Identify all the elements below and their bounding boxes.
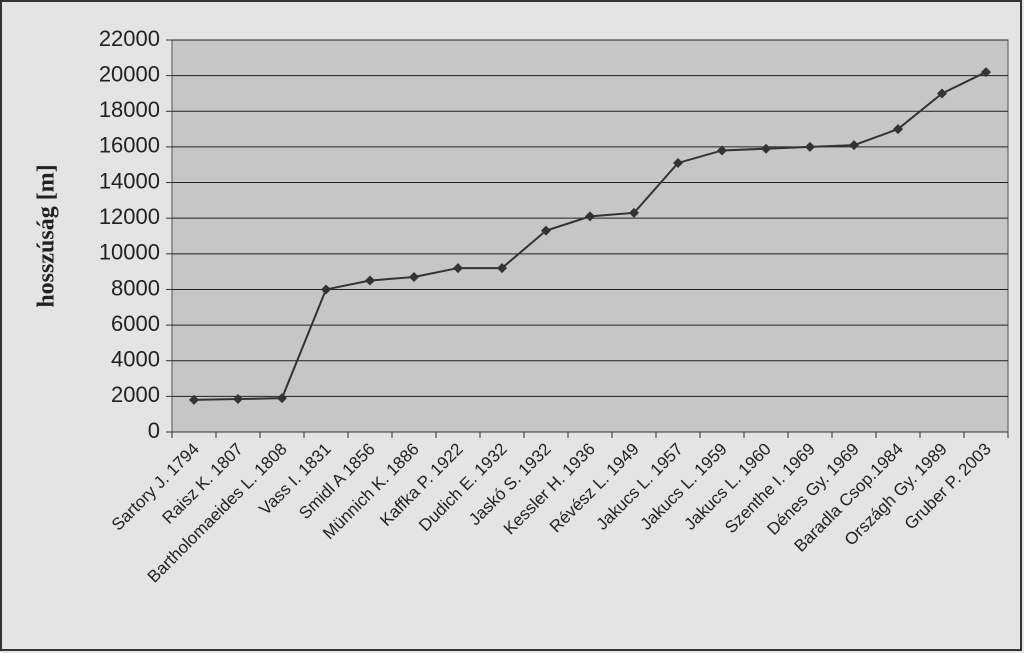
marker bbox=[585, 211, 595, 222]
marker bbox=[365, 275, 375, 286]
marker bbox=[937, 88, 947, 99]
marker bbox=[321, 284, 331, 295]
y-tick-label: 20000 bbox=[99, 61, 160, 86]
marker bbox=[849, 140, 859, 151]
marker bbox=[761, 143, 771, 154]
plot-area bbox=[171, 39, 1009, 433]
marker bbox=[233, 394, 243, 405]
y-tick-label: 22000 bbox=[99, 26, 160, 51]
y-tick-label: 6000 bbox=[111, 311, 160, 336]
marker bbox=[277, 393, 287, 404]
marker bbox=[893, 124, 903, 135]
y-tick-label: 10000 bbox=[99, 240, 160, 265]
marker bbox=[541, 225, 551, 236]
y-tick-label: 2000 bbox=[111, 382, 160, 407]
marker bbox=[497, 263, 507, 274]
marker bbox=[717, 145, 727, 156]
y-tick-label: 18000 bbox=[99, 97, 160, 122]
marker bbox=[629, 207, 639, 218]
y-axis-label: hosszúság [m] bbox=[34, 164, 60, 307]
y-tick-label: 12000 bbox=[99, 204, 160, 229]
marker bbox=[981, 67, 991, 78]
marker bbox=[409, 271, 419, 282]
marker bbox=[189, 394, 199, 405]
marker bbox=[673, 157, 683, 168]
y-tick-label: 16000 bbox=[99, 133, 160, 158]
y-tick-label: 14000 bbox=[99, 168, 160, 193]
y-tick-label: 0 bbox=[148, 418, 160, 443]
y-tick-label: 8000 bbox=[111, 275, 160, 300]
y-tick-label: 4000 bbox=[111, 347, 160, 372]
marker bbox=[453, 263, 463, 274]
marker bbox=[805, 141, 815, 152]
